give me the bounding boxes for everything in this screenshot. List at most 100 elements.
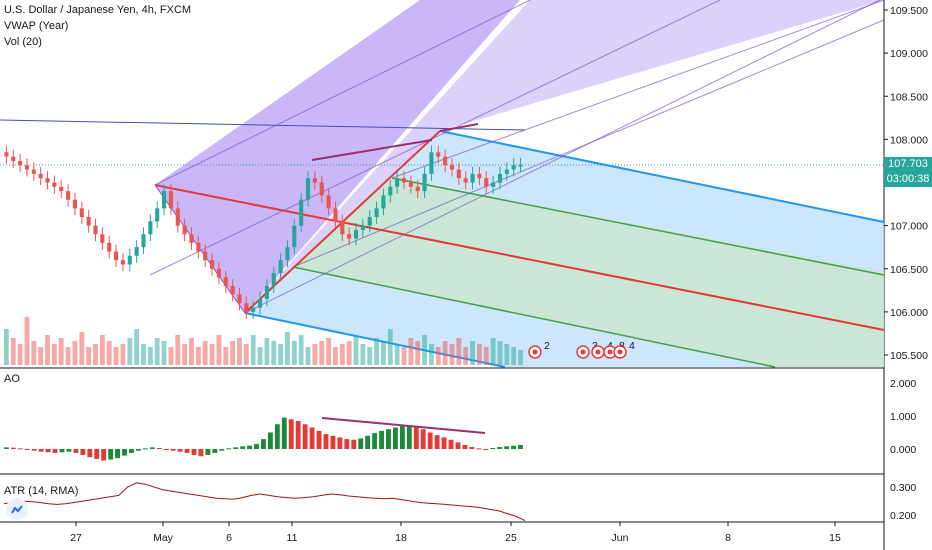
- price-tick-label: 106.500: [890, 264, 928, 276]
- pitchfork-median-line: [154, 184, 885, 331]
- volume-bar: [387, 329, 393, 365]
- volume-bar: [374, 338, 379, 365]
- candle-body: [264, 286, 269, 299]
- volume-bar: [65, 347, 71, 365]
- volume-bar: [285, 332, 290, 365]
- candle-body: [367, 217, 372, 226]
- candle-body: [196, 242, 201, 252]
- candle-body: [395, 178, 400, 187]
- candle-body: [4, 152, 9, 157]
- ao-bar: [219, 449, 225, 451]
- ao-bar: [372, 433, 378, 449]
- event-flag-dot: [580, 349, 586, 355]
- volume-bar: [422, 335, 427, 365]
- volume-bar: [195, 347, 201, 365]
- volume-bar: [435, 347, 441, 365]
- candle-body: [497, 173, 503, 183]
- candle-body: [374, 208, 379, 217]
- candle-body: [134, 247, 139, 256]
- volume-bar: [4, 329, 9, 365]
- ao-bar: [142, 448, 148, 450]
- candle-body: [285, 247, 290, 261]
- tradingview-logo[interactable]: [6, 498, 28, 520]
- candle-body: [278, 260, 283, 274]
- volume-bar: [353, 335, 359, 365]
- time-tick-label: May: [153, 532, 174, 544]
- ao-bar: [59, 449, 65, 453]
- volume-bar: [106, 341, 112, 365]
- ao-bar: [476, 448, 482, 450]
- time-tick-label: Jun: [612, 532, 629, 544]
- price-tick-label: 108.500: [890, 91, 928, 103]
- candle-body: [223, 277, 228, 286]
- pitchfork-green-zone: [293, 178, 884, 367]
- candle-body: [175, 208, 180, 226]
- event-flag-dot: [607, 349, 613, 355]
- ao-bar: [267, 432, 273, 449]
- price-tick-label: 109.000: [890, 48, 928, 60]
- price-tick-label: 109.500: [890, 5, 928, 17]
- candle-body: [491, 182, 496, 187]
- ao-bar: [10, 447, 16, 449]
- volume-bar: [147, 347, 153, 365]
- candle-body: [86, 217, 91, 226]
- time-tick-label: 11: [287, 532, 298, 544]
- candle-body: [72, 199, 78, 209]
- candle-body: [381, 195, 386, 209]
- volume-bar: [45, 335, 50, 365]
- ao-bar: [24, 449, 30, 450]
- volume-bar: [168, 347, 174, 365]
- time-tick-label: 8: [725, 532, 731, 544]
- pitchfork-upper-blue: [439, 130, 885, 223]
- volume-bar: [497, 341, 503, 365]
- candle-body: [210, 260, 215, 269]
- ao-bar: [358, 438, 364, 449]
- candle-body: [333, 208, 338, 222]
- time-tick-label: 25: [505, 532, 517, 544]
- ao-bar: [254, 444, 259, 449]
- candle-body: [11, 156, 16, 161]
- pitchfork-purple-parallel: [391, 0, 885, 179]
- volume-bar: [17, 344, 23, 365]
- ao-bar: [351, 439, 357, 449]
- volume-bar: [99, 335, 105, 365]
- ao-bar: [406, 425, 412, 449]
- ao-bar: [156, 448, 162, 450]
- ao-bar: [122, 449, 127, 456]
- volume-bar: [134, 329, 140, 365]
- ao-bar: [455, 442, 461, 449]
- ao-tick-label: 2.000: [890, 378, 916, 390]
- ao-bar: [45, 449, 51, 453]
- candle-body: [456, 169, 461, 179]
- ao-divergence-line: [321, 417, 486, 434]
- ao-bar: [309, 427, 315, 449]
- volume-bar: [408, 338, 414, 365]
- ao-bar: [393, 427, 398, 449]
- trend-line: [0, 119, 526, 131]
- ao-bar: [38, 449, 44, 452]
- candle-body: [66, 191, 71, 200]
- candle-body: [292, 225, 297, 248]
- candle-body: [360, 225, 365, 230]
- volume-bar: [367, 347, 373, 365]
- volume-bar: [216, 335, 222, 365]
- volume-bar: [141, 344, 146, 365]
- ao-bar: [344, 439, 350, 449]
- atr-line: [3, 482, 526, 522]
- candle-body: [415, 186, 420, 192]
- ao-tick-label: 0.000: [890, 444, 916, 456]
- candle-body: [107, 242, 112, 252]
- candle-body: [127, 255, 132, 265]
- vwap-legend: VWAP (Year): [4, 20, 69, 32]
- ao-bar: [379, 430, 384, 449]
- candle-body: [429, 152, 434, 174]
- ao-bar: [198, 449, 204, 457]
- ao-bar: [302, 424, 308, 449]
- candle-body: [518, 164, 523, 167]
- ao-bar: [462, 445, 468, 449]
- ao-bar: [31, 449, 37, 451]
- volume-bar: [278, 344, 284, 365]
- pitchfork-purple-parallel: [154, 0, 531, 186]
- volume-bar: [456, 338, 462, 365]
- volume-bar: [257, 347, 263, 365]
